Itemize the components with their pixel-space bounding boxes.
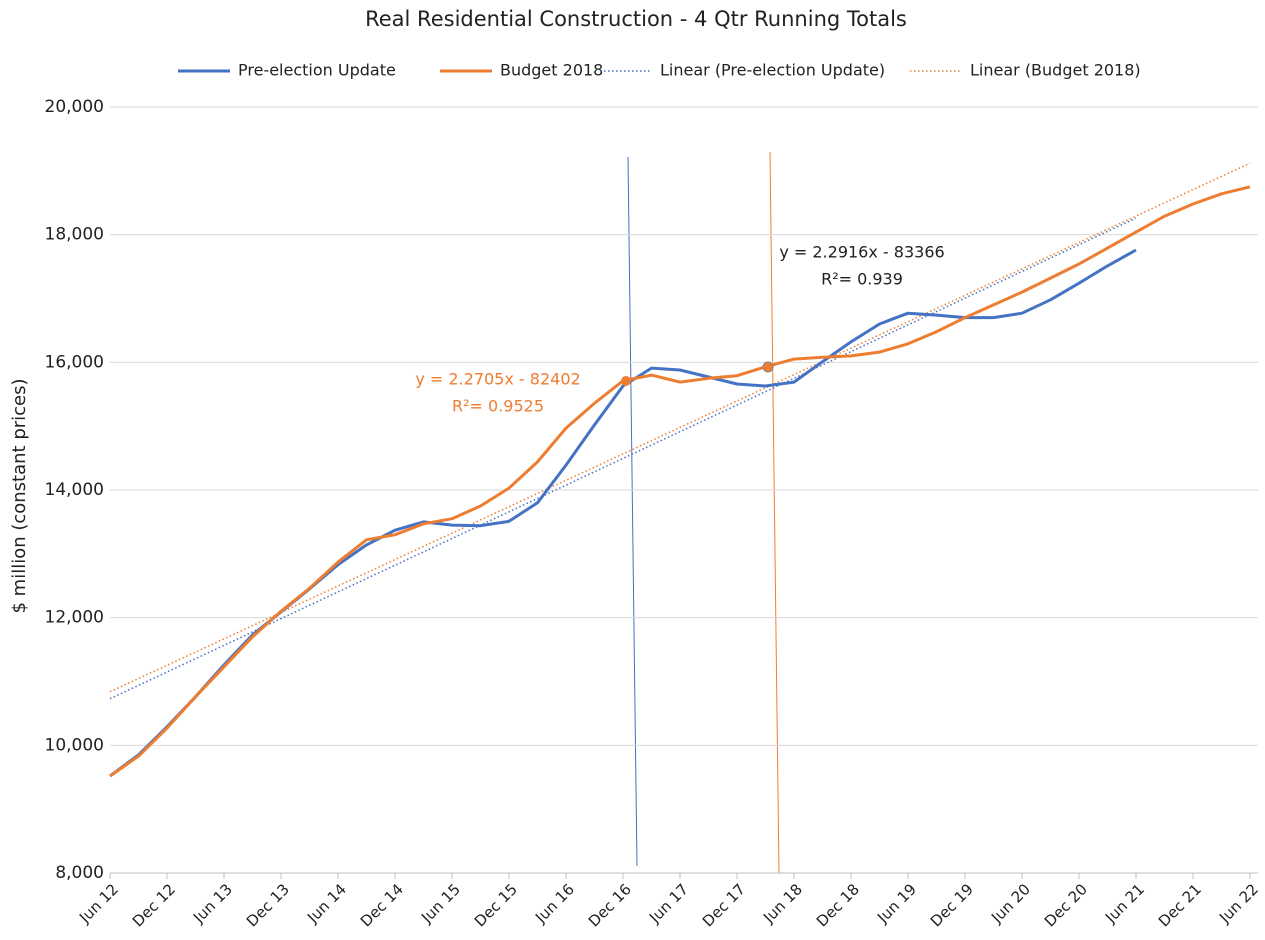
x-tick-label: Jun 21: [1101, 880, 1148, 927]
y-tick-label: 14,000: [45, 480, 104, 500]
x-tick-label: Jun 17: [645, 880, 692, 927]
y-tick-label: 20,000: [45, 97, 104, 117]
x-tick-label: Jun 15: [417, 880, 464, 927]
x-tick-label: Dec 17: [699, 880, 749, 930]
x-tick-label: Jun 16: [531, 880, 578, 927]
x-tick-label: Jun 13: [189, 880, 236, 927]
x-tick-label: Jun 20: [987, 880, 1034, 927]
marker-line: [769, 151, 780, 874]
x-tick-label: Jun 19: [873, 880, 920, 927]
legend-label: Linear (Pre-election Update): [660, 61, 885, 80]
y-axis-label: $ million (constant prices): [9, 378, 30, 613]
legend-label: Budget 2018: [500, 61, 603, 80]
x-tick-label: Dec 19: [927, 880, 977, 930]
x-tick-label: Dec 13: [243, 880, 293, 930]
x-tick-label: Dec 21: [1155, 880, 1205, 930]
x-tick-label: Jun 18: [759, 880, 806, 927]
highlight-dot: [762, 361, 774, 373]
legend-label: Linear (Budget 2018): [970, 61, 1141, 80]
series-line: [109, 248, 1137, 778]
trend-equation: y = 2.2705x - 82402: [415, 370, 580, 389]
y-tick-label: 8,000: [55, 863, 104, 883]
y-tick-label: 12,000: [45, 608, 104, 628]
y-tick-label: 18,000: [45, 225, 104, 245]
trend-r2: R²= 0.9525: [452, 397, 544, 416]
x-tick-label: Jun 12: [75, 880, 122, 927]
chart-title: Real Residential Construction - 4 Qtr Ru…: [365, 7, 907, 31]
x-tick-label: Dec 12: [129, 880, 179, 930]
x-tick-label: Dec 20: [1041, 880, 1091, 930]
x-tick-label: Dec 15: [471, 880, 521, 930]
x-tick-label: Jun 22: [1215, 880, 1262, 927]
x-tick-label: Dec 16: [585, 880, 635, 930]
highlight-dot: [621, 376, 631, 386]
trend-equation: y = 2.2916x - 83366: [779, 243, 944, 262]
y-tick-label: 10,000: [45, 735, 104, 755]
trendline: [109, 162, 1251, 693]
x-tick-label: Dec 14: [357, 880, 407, 930]
trend-r2: R²= 0.939: [821, 270, 903, 289]
y-tick-label: 16,000: [45, 352, 104, 372]
x-tick-label: Jun 14: [303, 880, 350, 927]
series-line: [109, 185, 1251, 778]
legend-label: Pre-election Update: [238, 61, 396, 80]
marker-line: [627, 156, 638, 867]
x-tick-label: Dec 18: [813, 880, 863, 930]
trendline: [109, 217, 1137, 700]
